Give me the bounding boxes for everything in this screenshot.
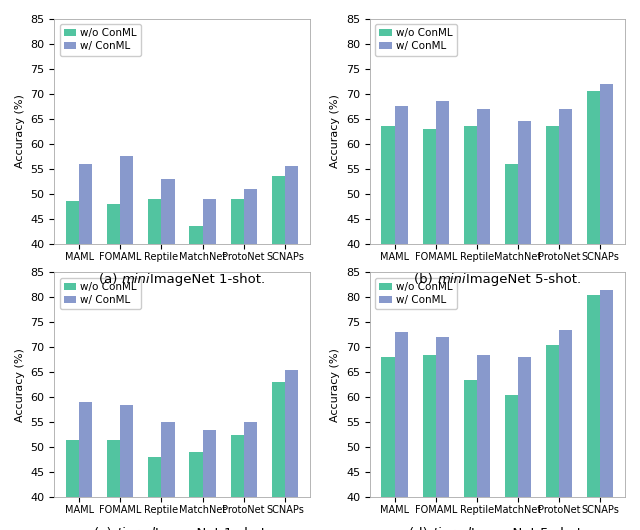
Bar <box>107 440 120 530</box>
Bar <box>436 101 449 444</box>
Bar <box>422 129 436 444</box>
Text: tiered: tiered <box>432 526 471 530</box>
Text: (b): (b) <box>414 273 437 286</box>
Bar <box>230 435 244 530</box>
Bar <box>587 295 600 530</box>
Legend: w/o ConML, w/ ConML: w/o ConML, w/ ConML <box>60 24 141 56</box>
Bar <box>79 402 92 530</box>
Bar <box>559 109 572 444</box>
Bar <box>285 166 298 444</box>
Y-axis label: Accuracy (%): Accuracy (%) <box>330 94 340 169</box>
Bar <box>477 109 490 444</box>
Bar <box>244 422 257 530</box>
Bar <box>464 380 477 530</box>
Bar <box>271 176 285 444</box>
Bar <box>505 395 518 530</box>
Bar <box>189 226 202 444</box>
Bar <box>477 355 490 530</box>
Bar <box>79 164 92 444</box>
Bar <box>148 457 161 530</box>
Bar <box>600 84 613 444</box>
Bar <box>600 290 613 530</box>
Bar <box>518 357 531 530</box>
Bar <box>436 338 449 530</box>
Bar <box>244 189 257 444</box>
Text: mini: mini <box>122 273 150 286</box>
Legend: w/o ConML, w/ ConML: w/o ConML, w/ ConML <box>375 278 457 309</box>
Bar <box>381 357 395 530</box>
Bar <box>285 370 298 530</box>
Bar <box>546 345 559 530</box>
Bar <box>518 121 531 444</box>
Bar <box>120 405 134 530</box>
Bar <box>120 156 134 444</box>
Bar <box>189 453 202 530</box>
Text: (a): (a) <box>99 273 122 286</box>
Text: mini: mini <box>437 273 465 286</box>
Bar <box>202 430 216 530</box>
Bar <box>161 179 175 444</box>
Bar <box>381 127 395 444</box>
Bar <box>230 199 244 444</box>
Legend: w/o ConML, w/ ConML: w/o ConML, w/ ConML <box>60 278 141 309</box>
Text: ImageNet 5-shot.: ImageNet 5-shot. <box>465 273 580 286</box>
Bar <box>271 383 285 530</box>
Legend: w/o ConML, w/ ConML: w/o ConML, w/ ConML <box>375 24 457 56</box>
Bar <box>464 127 477 444</box>
Bar <box>546 127 559 444</box>
Bar <box>505 164 518 444</box>
Bar <box>395 332 408 530</box>
Text: tiered: tiered <box>116 526 155 530</box>
Text: (d): (d) <box>409 526 432 530</box>
Y-axis label: Accuracy (%): Accuracy (%) <box>330 348 340 422</box>
Y-axis label: Accuracy (%): Accuracy (%) <box>15 94 25 169</box>
Bar <box>559 330 572 530</box>
Bar <box>66 201 79 444</box>
Text: (c): (c) <box>94 526 116 530</box>
Text: ImageNet 5-shot.: ImageNet 5-shot. <box>471 526 586 530</box>
Bar <box>107 204 120 444</box>
Bar <box>202 199 216 444</box>
Bar <box>587 92 600 444</box>
Bar <box>422 355 436 530</box>
Text: ImageNet 1-shot.: ImageNet 1-shot. <box>155 526 270 530</box>
Bar <box>66 440 79 530</box>
Bar <box>395 107 408 444</box>
Bar <box>161 422 175 530</box>
Y-axis label: Accuracy (%): Accuracy (%) <box>15 348 25 422</box>
Bar <box>148 199 161 444</box>
Text: ImageNet 1-shot.: ImageNet 1-shot. <box>150 273 265 286</box>
